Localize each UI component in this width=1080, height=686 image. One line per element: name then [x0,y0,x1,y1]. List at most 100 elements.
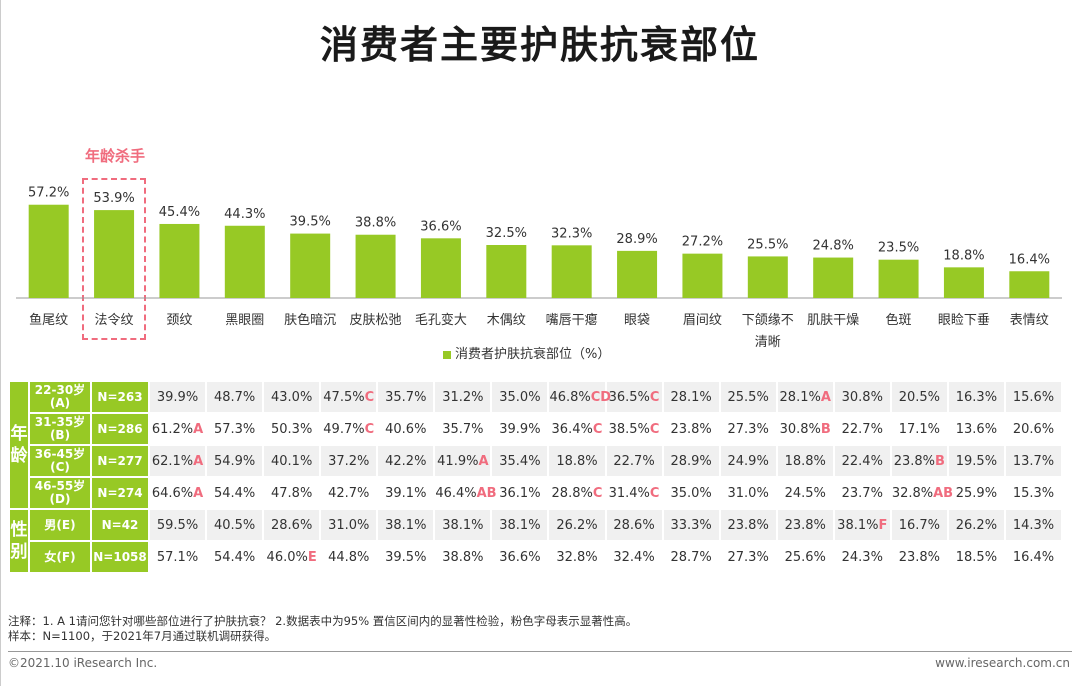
table-row-label: 46-55岁(D) [30,478,90,508]
table-cell: 35.4% [492,446,548,476]
category-label-5: 肤色暗沉 [284,312,336,328]
significance-marker: AB [933,485,954,501]
bar-value-label-7: 36.6% [420,219,461,234]
table-row-label: 女(F) [30,542,90,572]
cell-value: 20.5% [898,389,940,405]
significance-marker: B [820,421,831,437]
table-cell: 25.9% [949,478,1004,508]
footnote: 注释：1. A 1请问您针对哪些部位进行了护肤抗衰？ 2.数据表中为95% 置信… [8,614,637,644]
table-row-sample-size: N=42 [92,510,148,540]
cell-value: 50.3% [271,421,313,437]
bar-13 [813,257,854,298]
table-cell: 25.5% [720,382,776,412]
significance-marker: C [649,485,660,501]
cell-value: 26.2% [955,517,998,533]
cell-value: 38.8% [442,549,484,565]
category-label-14: 色斑 [886,312,912,328]
significance-marker: CD [590,389,612,405]
cell-value: 28.7% [670,549,712,565]
table-cell: 42.7% [321,478,376,508]
cell-value: 17.1% [898,421,940,437]
bar-12 [747,256,788,298]
table-row-sample-size: N=286 [92,414,148,444]
cell-value: 22.7% [613,453,655,469]
table-cell: 32.8% [549,542,604,572]
table-cell: 38.1% [435,510,491,540]
table-cell: 46.0%E [264,542,319,572]
cell-value: 43.0% [271,389,313,405]
bar-value-label-9: 32.3% [551,226,592,241]
significance-marker: AB [476,485,497,501]
page-title: 消费者主要护肤抗衰部位 [319,23,760,67]
cell-value: 36.6% [499,549,541,565]
table-cell: 30.8% [834,382,890,412]
bar-value-label-5: 39.5% [290,215,331,230]
cell-value: 13.6% [955,421,998,437]
footer-url[interactable]: www.iresearch.com.cn [935,656,1070,670]
table-cell: 57.3% [207,414,262,444]
table-cell: 35.0% [492,382,548,412]
table-row-label: 22-30岁(A) [30,382,90,412]
table-cell: 23.8%B [891,446,947,476]
significance-marker: B [935,453,945,469]
category-label-9: 嘴唇干瘪 [546,312,598,328]
cell-value: 31.4% [608,485,650,501]
cell-value: 40.5% [213,517,256,533]
cell-value: 27.3% [727,421,769,437]
table-row-label: 31-35岁(B) [30,414,90,444]
cell-value: 27.3% [727,549,769,565]
bar-value-label-8: 32.5% [486,226,527,241]
table-cell: 39.1% [378,478,433,508]
table-cell: 44.8% [321,542,376,572]
legend-swatch [443,350,451,359]
table-cell: 32.4% [607,542,662,572]
bar-value-label-2: 53.9% [93,191,134,206]
table-cell: 36.5%C [606,382,662,412]
significance-marker: C [592,421,603,437]
cell-value: 13.7% [1012,453,1055,469]
table-cell: 54.4% [207,478,262,508]
table-cell: 28.6% [606,510,662,540]
cell-value: 28.6% [613,517,655,533]
category-label-15: 眼睑下垂 [938,313,990,328]
table-cell: 35.0% [664,478,719,508]
table-cell: 16.4% [1006,542,1061,572]
cell-value: 23.8% [893,453,936,469]
table-cell: 40.1% [264,446,320,476]
table-cell: 30.8%B [778,414,833,444]
table-cell: 22.4% [834,446,890,476]
cell-value: 28.6% [271,517,313,533]
significance-marker: C [649,389,660,405]
category-label-8: 木偶纹 [487,313,526,328]
table-row-sample-size: N=1058 [92,542,148,572]
bar-value-label-4: 44.3% [224,207,265,222]
significance-marker: C [364,421,375,437]
table-cell: 22.7% [835,414,890,444]
cell-value: 44.8% [328,549,370,565]
table-cell: 31.2% [435,382,491,412]
table-cell: 61.2%A [150,414,205,444]
category-label-12-line-1: 下颌缘不 [742,313,794,328]
cell-value: 61.2% [151,421,194,437]
table-row: 31-35岁(B) N=286 61.2%A 57.3% 50.3% 49.7%C 40.6… [10,414,1061,444]
cell-value: 38.1% [442,517,484,533]
footnote-line-2: 样本：N=1100，于2021年7月通过联机调研获得。 [8,629,277,643]
table-cell: 22.7% [606,446,662,476]
cell-value: 64.6% [151,485,194,501]
table-cell: 31.0% [321,510,377,540]
significance-marker: A [193,453,204,469]
table-cell: 28.6% [264,510,320,540]
table-cell: 54.4% [207,542,262,572]
table-cell: 39.9% [492,414,547,444]
bar-value-label-15: 18.8% [943,248,984,263]
table-cell: 18.8% [549,446,605,476]
cell-value: 31.0% [328,517,370,533]
table-cell: 28.8%C [549,478,604,508]
cell-value: 42.2% [385,453,427,469]
cell-value: 33.3% [670,517,712,533]
legend-label: 消费者护肤抗衰部位（%） [455,347,611,362]
table-cell: 18.5% [949,542,1004,572]
cell-value: 28.1% [779,389,821,405]
cell-value: 22.7% [841,421,883,437]
table-cell: 15.6% [1005,382,1061,412]
